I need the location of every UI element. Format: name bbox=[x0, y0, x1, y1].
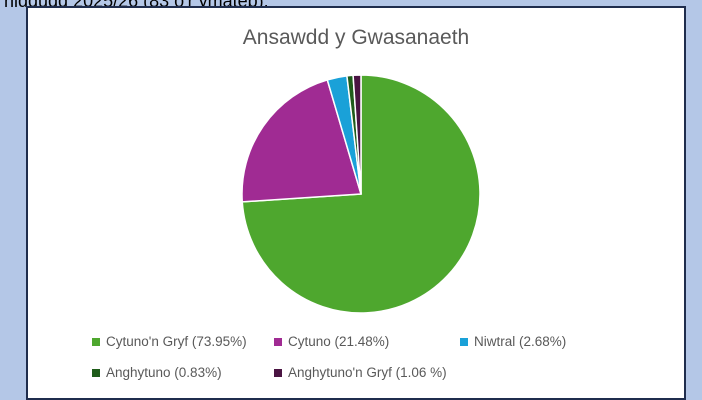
chart-panel: Ansawdd y Gwasanaeth Cytuno'n Gryf (73.9… bbox=[26, 6, 686, 400]
pie-chart bbox=[241, 74, 481, 314]
slice-anghytunon-gryf bbox=[352, 74, 362, 195]
intro-text-fragment: hiddudd 2025/26 (83 o'r ymateb). bbox=[4, 0, 269, 12]
chart-title: Ansawdd y Gwasanaeth bbox=[242, 26, 470, 49]
slice-cytuno bbox=[241, 78, 362, 203]
